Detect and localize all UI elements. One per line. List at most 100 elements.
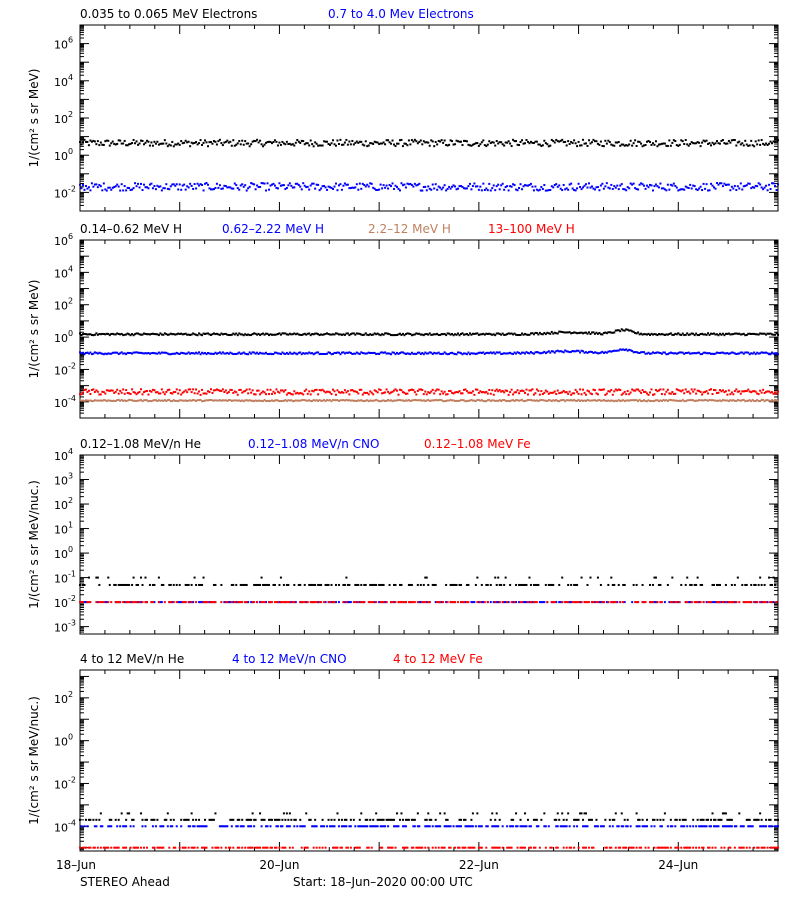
data-point	[608, 141, 611, 144]
data-point	[574, 583, 577, 586]
data-point	[206, 390, 209, 393]
data-point	[599, 388, 602, 391]
data-point	[330, 142, 333, 145]
data-point	[125, 333, 128, 336]
data-point	[738, 399, 741, 402]
data-point	[120, 142, 123, 145]
data-point	[596, 576, 599, 579]
data-point	[196, 143, 199, 146]
data-point	[549, 583, 552, 586]
data-point	[641, 183, 644, 186]
data-point	[300, 825, 303, 828]
data-point	[345, 576, 348, 579]
data-point	[425, 601, 428, 604]
data-point	[177, 601, 180, 604]
data-point	[248, 818, 251, 821]
data-point	[81, 183, 84, 186]
data-point	[208, 141, 211, 144]
data-point	[519, 390, 522, 393]
data-point	[671, 352, 674, 355]
data-point	[351, 389, 354, 392]
data-point	[745, 143, 748, 146]
data-point	[84, 818, 87, 821]
data-point	[586, 144, 589, 147]
data-point	[742, 332, 745, 335]
data-point	[306, 399, 309, 402]
data-point	[370, 399, 373, 402]
data-point	[777, 183, 779, 186]
data-point	[754, 818, 757, 821]
data-point	[409, 182, 412, 185]
data-point	[637, 388, 640, 391]
data-point	[220, 825, 223, 828]
data-point	[628, 143, 631, 146]
data-point	[351, 186, 354, 189]
data-point	[120, 391, 123, 394]
data-point	[303, 825, 306, 828]
data-point	[660, 825, 663, 828]
data-point	[275, 186, 278, 189]
data-point	[590, 350, 593, 353]
data-point	[440, 601, 443, 604]
data-point	[284, 818, 287, 821]
data-point	[334, 583, 337, 586]
data-point	[171, 601, 174, 604]
data-point	[702, 825, 705, 828]
data-point	[631, 388, 634, 391]
data-point	[471, 825, 474, 828]
data-point	[571, 187, 574, 190]
data-point	[114, 185, 117, 188]
data-point	[616, 601, 619, 604]
data-point	[555, 138, 558, 141]
data-point	[95, 332, 98, 335]
data-point	[538, 143, 541, 146]
data-point	[324, 391, 327, 394]
data-point	[285, 351, 288, 354]
data-point	[410, 334, 413, 337]
data-point	[378, 188, 381, 191]
data-point	[668, 188, 671, 191]
data-point	[229, 388, 232, 391]
data-point	[550, 350, 553, 353]
data-point	[763, 332, 766, 335]
data-point	[324, 583, 327, 586]
data-point	[730, 583, 733, 586]
data-point	[666, 400, 669, 403]
data-point	[204, 818, 207, 821]
data-point	[677, 389, 680, 392]
data-point	[736, 390, 739, 393]
data-point	[474, 388, 477, 391]
data-point	[80, 393, 83, 396]
data-point	[378, 353, 381, 356]
data-point	[748, 601, 751, 604]
data-point	[455, 353, 458, 356]
data-point	[95, 351, 98, 354]
data-point	[189, 182, 192, 185]
data-point	[87, 352, 90, 355]
data-point	[387, 139, 390, 142]
data-point	[278, 391, 281, 394]
data-point	[369, 825, 372, 828]
data-point	[434, 601, 437, 604]
data-point	[430, 351, 433, 354]
data-point	[726, 601, 729, 604]
data-point	[317, 351, 320, 354]
data-point	[260, 601, 263, 604]
data-point	[226, 333, 229, 336]
data-point	[741, 351, 744, 354]
data-point	[416, 332, 419, 335]
data-point	[160, 583, 163, 586]
data-point	[160, 399, 163, 402]
data-point	[354, 333, 357, 336]
data-point	[762, 388, 765, 391]
data-point	[165, 142, 168, 145]
data-point	[369, 601, 372, 604]
data-point	[270, 601, 273, 604]
data-point	[555, 350, 558, 353]
data-point	[461, 144, 464, 147]
data-point	[576, 332, 579, 335]
data-point	[458, 818, 461, 821]
data-point	[614, 388, 617, 391]
data-point	[407, 601, 410, 604]
data-point	[260, 825, 263, 828]
